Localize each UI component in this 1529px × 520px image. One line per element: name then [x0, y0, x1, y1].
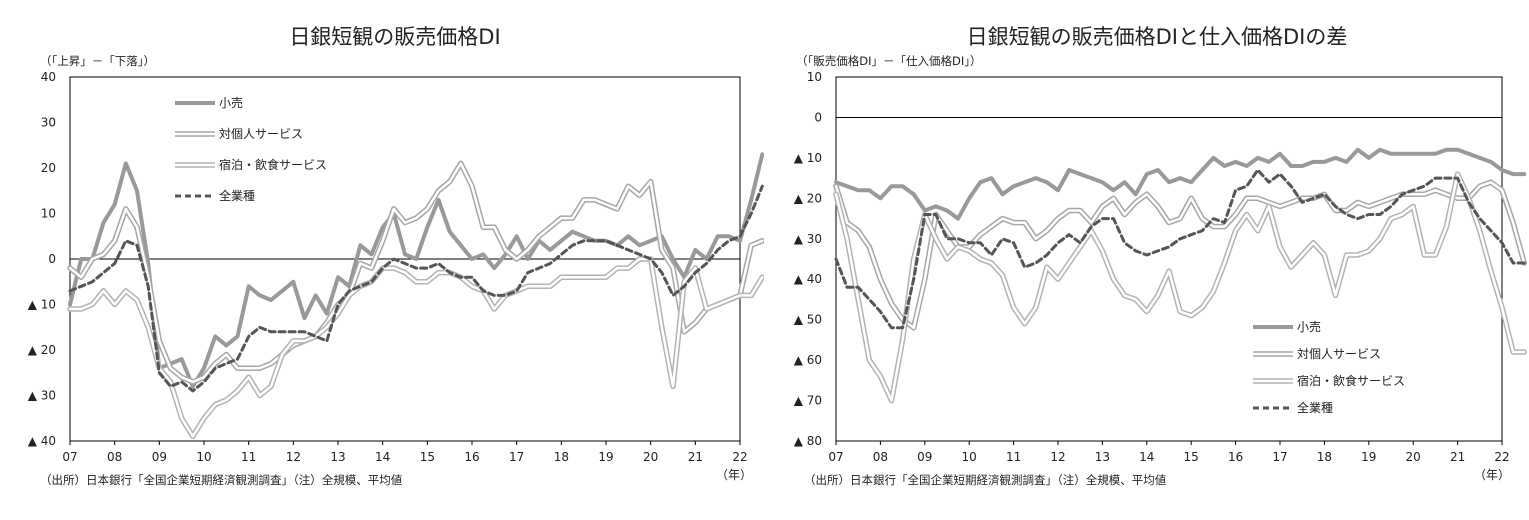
x-tick-label: 07	[828, 450, 843, 464]
legend-label-1: 小売	[1297, 319, 1321, 334]
y-tick-label: 0	[814, 110, 822, 124]
y-tick-label: ▲ 30	[28, 389, 56, 403]
sales-purchase-di-diff-chart: 日銀短観の販売価格DIと仕入価格DIの差 （「販売価格DI」－「仕入価格DI」）…	[794, 25, 1527, 487]
x-tick-label: 11	[241, 450, 256, 464]
y-tick-label: ▲ 50	[794, 313, 822, 327]
x-unit-label: （年）	[716, 468, 752, 482]
x-tick-label: 12	[286, 450, 301, 464]
x-tick-label: 18	[554, 450, 569, 464]
source-note: （出所）日本銀行「全国企業短期経済観測調査」（注）全規模、平均値	[804, 473, 1167, 487]
series-line-2	[67, 160, 764, 385]
y-tick-label: 40	[41, 70, 56, 84]
series-line-inner-3	[68, 257, 764, 438]
legend-label-4: 全業種	[1297, 400, 1333, 415]
series-line-4	[834, 168, 1526, 330]
y-tick-label: ▲ 10	[794, 151, 822, 165]
y-tick-label: 0	[48, 252, 56, 266]
x-tick-label: 12	[1050, 450, 1065, 464]
y-tick-label: ▲ 20	[28, 343, 56, 357]
y-tick-label: 20	[41, 161, 56, 175]
x-tick-label: 21	[1450, 450, 1465, 464]
series-line-4	[68, 184, 764, 393]
x-unit-label: （年）	[1474, 468, 1510, 482]
legend-label-4: 全業種	[219, 188, 255, 203]
y-unit-label: （「上昇」－「下落」）	[40, 54, 155, 68]
x-tick-label: 19	[1361, 450, 1376, 464]
x-tick-label: 15	[420, 450, 435, 464]
x-tick-label: 15	[1184, 450, 1199, 464]
x-tick-label: 20	[1406, 450, 1421, 464]
y-tick-label: 30	[41, 116, 56, 130]
y-tick-label: ▲ 40	[28, 434, 56, 448]
series-line-1	[68, 152, 764, 389]
y-tick-label: 10	[807, 70, 822, 84]
y-tick-label: ▲ 20	[794, 191, 822, 205]
source-note: （出所）日本銀行「全国企業短期経済観測調査」（注）全規模、平均値	[40, 473, 403, 487]
x-tick-label: 16	[464, 450, 479, 464]
x-tick-label: 22	[1494, 450, 1509, 464]
x-tick-label: 18	[1317, 450, 1332, 464]
y-tick-label: ▲ 30	[794, 232, 822, 246]
legend-label-1: 小売	[219, 95, 243, 110]
chart-panel-sales-purchase-diff: 日銀短観の販売価格DIと仕入価格DIの差 （「販売価格DI」－「仕入価格DI」）…	[764, 0, 1529, 520]
x-tick-label: 09	[917, 450, 932, 464]
x-tick-label: 17	[509, 450, 524, 464]
series-line-1	[834, 147, 1527, 221]
legend-label-2: 対個人サービス	[1297, 347, 1381, 361]
chart-panel-sales-price-di: 日銀短観の販売価格DI （「上昇」－「下落」） 40 30 20 10 0 ▲ 10 ▲ 2…	[0, 0, 764, 520]
series-line-inner-2	[68, 162, 764, 384]
series-line-3	[67, 256, 764, 440]
chart-title: 日銀短観の販売価格DIと仕入価格DIの差	[967, 25, 1348, 49]
legend-label-3: 宿泊・飲食サービス	[219, 157, 327, 172]
x-tick-label: 19	[598, 450, 613, 464]
x-tick-label: 22	[732, 450, 747, 464]
x-tick-label: 09	[152, 450, 167, 464]
series-line-inner-3	[834, 172, 1526, 402]
x-tick-label: 10	[962, 450, 977, 464]
y-tick-label: ▲ 40	[794, 272, 822, 286]
x-tick-label: 11	[1006, 450, 1021, 464]
y-tick-label: ▲ 10	[28, 298, 56, 312]
x-tick-label: 10	[196, 450, 211, 464]
x-tick-label: 20	[643, 450, 658, 464]
series-line-inner-2	[834, 180, 1526, 330]
x-tick-label: 17	[1272, 450, 1287, 464]
x-tick-label: 13	[1095, 450, 1110, 464]
x-tick-label: 21	[688, 450, 703, 464]
y-tick-label: ▲ 70	[794, 394, 822, 408]
sales-price-di-chart: 日銀短観の販売価格DI （「上昇」－「下落」） 40 30 20 10 0 ▲ 10 ▲ 2…	[28, 25, 764, 487]
y-tick-label: ▲ 60	[794, 353, 822, 367]
x-tick-label: 08	[873, 450, 888, 464]
x-tick-label: 08	[107, 450, 122, 464]
x-tick-label: 14	[1139, 450, 1154, 464]
legend-label-2: 対個人サービス	[219, 127, 303, 141]
x-tick-label: 07	[62, 450, 77, 464]
x-tick-label: 13	[330, 450, 345, 464]
chart-title: 日銀短観の販売価格DI	[289, 25, 500, 49]
legend-label-3: 宿泊・飲食サービス	[1297, 373, 1405, 388]
y-tick-label: ▲ 80	[794, 434, 822, 448]
y-tick-label: 10	[41, 207, 56, 221]
x-tick-label: 16	[1228, 450, 1243, 464]
x-tick-label: 14	[375, 450, 390, 464]
y-unit-label: （「販売価格DI」－「仕入価格DI」）	[796, 54, 982, 68]
